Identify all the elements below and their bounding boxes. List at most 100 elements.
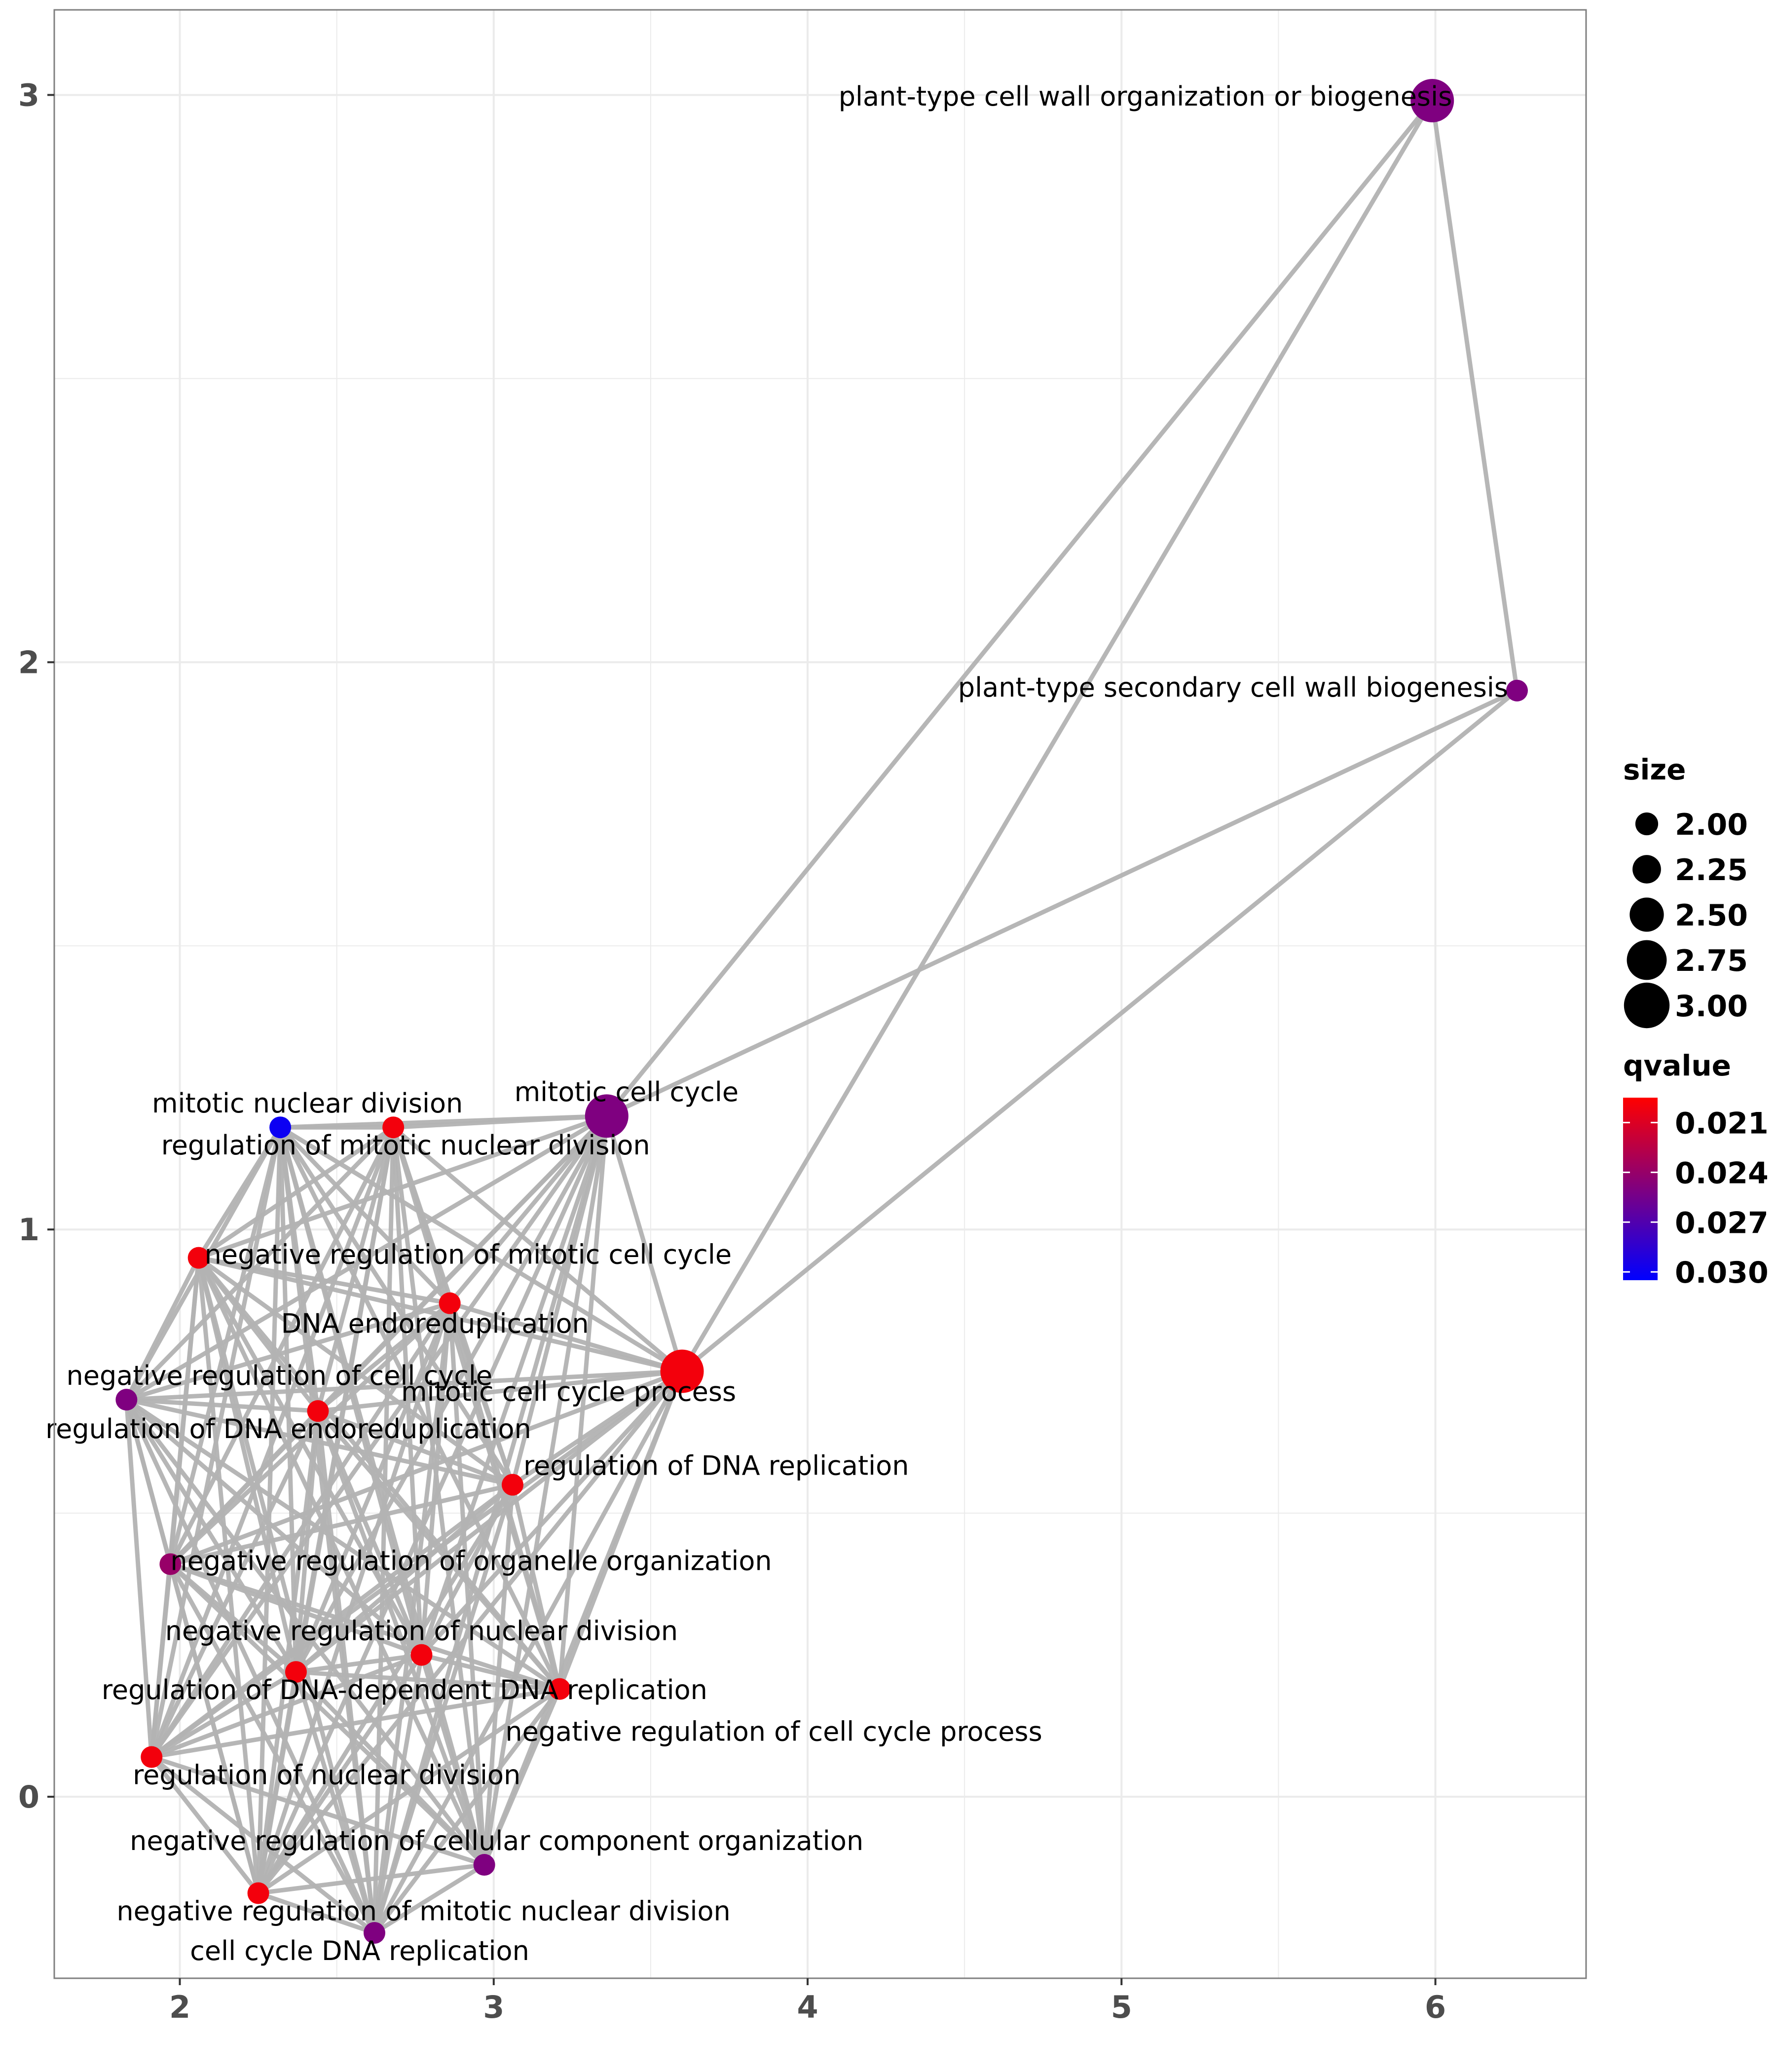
network-edge xyxy=(168,1125,283,1567)
node-label: regulation of DNA replication xyxy=(523,1450,909,1481)
network-node xyxy=(1410,78,1454,122)
qvalue-tick-label: 0.024 xyxy=(1675,1156,1769,1190)
network-edge xyxy=(294,1669,562,1692)
x-tick-label: 3 xyxy=(483,1989,504,2025)
network-edge xyxy=(419,1369,685,1658)
node-labels: plant-type cell wall organization or bio… xyxy=(45,81,1508,1966)
network-node xyxy=(115,1389,138,1411)
network-edge xyxy=(294,1669,377,1935)
network-node xyxy=(473,1854,495,1876)
node-label: negative regulation of nuclear division xyxy=(165,1616,678,1647)
network-node xyxy=(307,1400,329,1422)
network-edge xyxy=(168,1562,261,1896)
node-label: negative regulation of organelle organiz… xyxy=(170,1546,772,1577)
network-edge xyxy=(149,1562,173,1760)
size-legend-title: size xyxy=(1623,753,1686,786)
y-tick-label: 2 xyxy=(18,644,39,680)
node-label: mitotic cell cycle process xyxy=(401,1376,736,1407)
network-edge xyxy=(278,1125,515,1487)
network-edge xyxy=(278,1125,452,1306)
node-label: DNA endoreduplication xyxy=(281,1308,589,1339)
network-edge xyxy=(168,1562,487,1867)
network-edge xyxy=(315,1125,396,1413)
size-legend-dot xyxy=(1632,855,1661,884)
network-edge xyxy=(168,1562,377,1935)
network-edge xyxy=(256,1669,298,1896)
network-edge xyxy=(372,1653,424,1935)
size-legend-dot xyxy=(1624,982,1670,1029)
node-label: regulation of DNA-dependent DNA replicat… xyxy=(102,1674,707,1705)
network-edge xyxy=(256,1482,515,1896)
network-edge xyxy=(124,1125,396,1402)
size-legend-label: 2.25 xyxy=(1675,853,1748,888)
network-edge xyxy=(391,1125,487,1867)
network-edge xyxy=(149,1755,377,1935)
network-edge xyxy=(278,1125,487,1867)
network-edge xyxy=(482,1113,609,1867)
x-tick-label: 6 xyxy=(1425,1989,1446,2025)
network-node xyxy=(363,1922,385,1944)
network-edge xyxy=(372,1125,396,1935)
network-edge xyxy=(391,1125,685,1374)
network-edge xyxy=(419,1301,452,1658)
size-legend-label: 2.50 xyxy=(1675,898,1748,933)
x-tick-label: 5 xyxy=(1111,1989,1132,2025)
network-edge xyxy=(168,1125,396,1567)
network-edge xyxy=(168,1562,562,1692)
network-node xyxy=(269,1116,292,1139)
network-edge xyxy=(278,1125,685,1374)
network-edge xyxy=(256,1891,377,1935)
network-edge xyxy=(447,1113,609,1306)
network-edge xyxy=(256,1862,487,1896)
network-edge xyxy=(604,98,1435,1118)
node-label: negative regulation of mitotic nuclear d… xyxy=(116,1896,730,1927)
network-node xyxy=(549,1678,571,1700)
network-node xyxy=(247,1882,269,1904)
size-legend-label: 3.00 xyxy=(1675,989,1748,1024)
size-legend-dot xyxy=(1635,812,1659,836)
node-label: mitotic cell cycle xyxy=(515,1076,739,1108)
network-node xyxy=(141,1746,163,1768)
node-label: regulation of mitotic nuclear division xyxy=(161,1130,650,1161)
network-edge xyxy=(315,1408,377,1935)
network-edge xyxy=(124,1369,685,1402)
network-edge xyxy=(124,1397,562,1692)
network-edge xyxy=(315,1369,685,1413)
y-tick-label: 1 xyxy=(18,1212,39,1248)
network-edge xyxy=(372,1301,452,1935)
network-nodes xyxy=(115,78,1528,1944)
network-node xyxy=(187,1247,210,1269)
node-label: plant-type secondary cell wall biogenesi… xyxy=(958,672,1508,703)
network-edge xyxy=(149,1755,487,1867)
qvalue-legend-title: qvalue xyxy=(1623,1049,1731,1082)
network-edge xyxy=(294,1653,424,1674)
qvalue-tick-label: 0.021 xyxy=(1675,1106,1769,1141)
node-label: negative regulation of cell cycle xyxy=(67,1360,493,1391)
network-node xyxy=(501,1474,523,1496)
node-label: regulation of DNA endoreduplication xyxy=(45,1413,531,1444)
network-edge xyxy=(604,688,1519,1118)
network-edge xyxy=(124,1256,201,1402)
network-node xyxy=(439,1292,461,1314)
network-edge xyxy=(557,1113,609,1692)
size-legend-dot xyxy=(1627,940,1667,980)
network-edge xyxy=(447,1301,685,1374)
network-edge xyxy=(124,1301,452,1402)
network-edge xyxy=(315,1408,515,1487)
network-edge xyxy=(482,1687,562,1867)
network-edge xyxy=(419,1653,562,1692)
network-edge xyxy=(124,1397,298,1674)
legend: size 2.002.252.502.753.00 qvalue 0.0210.… xyxy=(1623,753,1769,1290)
qvalue-colorbar xyxy=(1623,1098,1658,1280)
node-label: plant-type cell wall organization or bio… xyxy=(839,81,1452,112)
y-tick-label: 3 xyxy=(18,77,39,113)
network-node xyxy=(285,1661,307,1683)
y-tick-label: 0 xyxy=(18,1779,39,1815)
network-edge xyxy=(124,1397,320,1413)
network-node xyxy=(159,1553,182,1575)
size-legend-dot xyxy=(1629,897,1664,932)
size-legend-items: 2.00 2.25 2.50 2.75 3.00 xyxy=(1624,808,1748,1029)
network-edge xyxy=(680,688,1519,1374)
network-edge xyxy=(372,1687,562,1935)
